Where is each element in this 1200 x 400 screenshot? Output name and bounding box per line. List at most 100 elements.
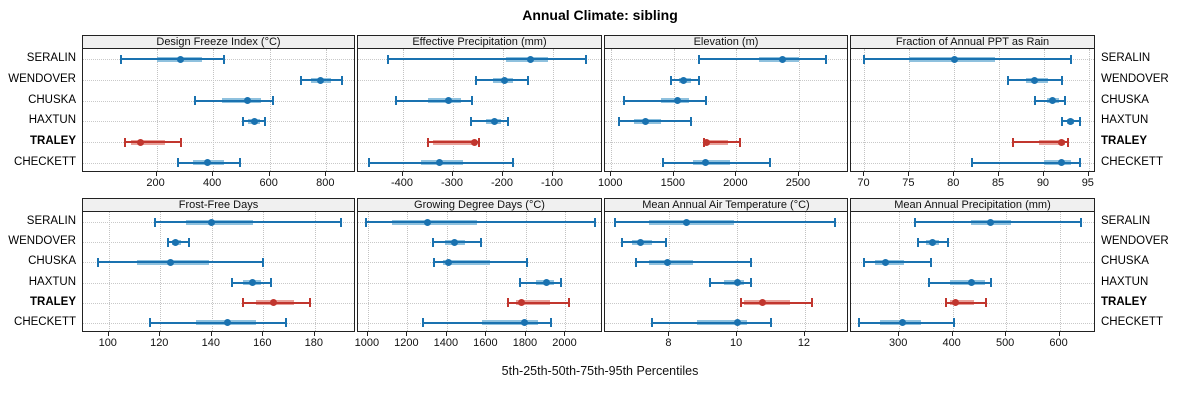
median-dot: [167, 258, 175, 266]
whisker-end-cap: [614, 217, 617, 227]
axis-tick: [1042, 172, 1044, 176]
panel-strip: Effective Precipitation (mm): [357, 35, 602, 48]
axis-tick-label: 600: [1049, 337, 1068, 349]
whisker-end-cap: [739, 137, 742, 147]
station-label-left: WENDOVER: [8, 235, 76, 248]
station-gridline: [83, 142, 354, 143]
station-gridline: [851, 121, 1094, 123]
whisker-end-cap: [519, 278, 522, 288]
axis-tick-label: 90: [1036, 177, 1050, 189]
whisker-end-cap: [749, 257, 752, 267]
vertical-gridline: [909, 49, 911, 171]
vertical-gridline: [899, 212, 901, 331]
median-dot: [702, 138, 710, 146]
whisker-end-cap: [549, 318, 552, 328]
station-label-right: SERALIN: [1101, 52, 1151, 65]
axis-tick: [502, 172, 503, 176]
whisker-end-cap: [432, 237, 435, 247]
axis-tick: [155, 172, 157, 176]
percentile-whisker-5-95: [365, 221, 596, 224]
axis-tick: [797, 172, 799, 176]
station-gridline: [358, 282, 601, 284]
whisker-end-cap: [1078, 158, 1081, 168]
station-label-left: CHECKETT: [14, 315, 76, 328]
axis-tick-label: 1500: [660, 177, 686, 189]
median-dot: [137, 138, 145, 146]
axis-tick-label: 2000: [552, 337, 577, 349]
whisker-end-cap: [770, 318, 773, 328]
panel-plot: [82, 48, 355, 172]
vertical-gridline: [798, 49, 800, 171]
station-gridline: [605, 302, 847, 304]
median-dot: [249, 279, 257, 287]
whisker-end-cap: [422, 318, 425, 328]
percentile-whisker-5-95: [428, 141, 479, 143]
whisker-end-cap: [507, 116, 509, 126]
percentile-whisker-5-95: [928, 281, 992, 284]
axis-tick: [325, 172, 327, 176]
median-dot: [517, 299, 525, 307]
axis-tick-label: 300: [888, 337, 908, 349]
percentile-whisker-5-95: [698, 58, 827, 61]
percentile-whisker-5-95: [149, 321, 287, 324]
median-dot: [779, 55, 787, 63]
axis-tick: [1087, 172, 1089, 176]
median-dot: [451, 238, 459, 246]
vertical-gridline: [553, 49, 554, 171]
percentile-whisker-5-95: [623, 99, 707, 102]
whisker-end-cap: [340, 75, 343, 85]
axis-tick-label: 1400: [433, 337, 459, 349]
median-dot: [899, 319, 907, 327]
station-label-right: WENDOVER: [1101, 73, 1169, 85]
whisker-end-cap: [661, 158, 664, 168]
axis-tick-label: 2000: [723, 177, 748, 189]
axis-tick: [672, 172, 674, 176]
percentile-whisker-5-95: [618, 120, 692, 123]
whisker-end-cap: [1078, 116, 1081, 126]
station-gridline: [83, 302, 354, 304]
axis-tick-label: -200: [490, 177, 514, 189]
whisker-end-cap: [559, 278, 562, 288]
whisker-end-cap: [179, 137, 182, 147]
median-dot: [177, 55, 185, 63]
axis-tick-label: 1000: [598, 177, 623, 189]
panel-plot: [604, 48, 848, 172]
whisker-end-cap: [120, 54, 123, 64]
vertical-gridline: [213, 49, 215, 171]
whisker-end-cap: [187, 237, 190, 247]
whisker-end-cap: [634, 257, 637, 267]
station-label-right: TRALEY: [1101, 295, 1147, 308]
axis-tick: [159, 332, 161, 336]
axis-tick-label: -300: [440, 177, 464, 189]
whisker-end-cap: [927, 278, 930, 288]
whisker-end-cap: [1033, 96, 1036, 106]
station-label-left: SERALIN: [26, 52, 76, 65]
median-dot: [967, 279, 975, 287]
whisker-end-cap: [863, 54, 866, 64]
axis-tick: [406, 332, 408, 336]
whisker-end-cap: [176, 158, 179, 168]
median-dot: [986, 218, 994, 226]
whisker-end-cap: [665, 237, 667, 247]
axis-tick: [898, 332, 900, 336]
whisker-end-cap: [1060, 75, 1063, 85]
vertical-gridline: [669, 212, 671, 331]
panel-plot: [357, 48, 602, 172]
axis-tick-label: 400: [942, 337, 961, 349]
station-gridline: [605, 121, 847, 123]
whisker-end-cap: [223, 54, 226, 64]
whisker-end-cap: [620, 237, 623, 247]
station-label-right: HAXTUN: [1101, 114, 1149, 127]
chart-title: Annual Climate: sibling: [522, 7, 678, 23]
station-gridline: [605, 100, 847, 102]
whisker-end-cap: [241, 116, 244, 126]
station-label-left: HAXTUN: [28, 275, 76, 288]
vertical-gridline: [673, 49, 675, 171]
axis-tick-label: 600: [259, 177, 278, 189]
whisker-end-cap: [154, 217, 157, 227]
vertical-gridline: [736, 49, 738, 171]
axis-tick-label: 160: [253, 337, 272, 349]
axis-tick: [402, 172, 403, 176]
panel-plot: [604, 211, 848, 332]
